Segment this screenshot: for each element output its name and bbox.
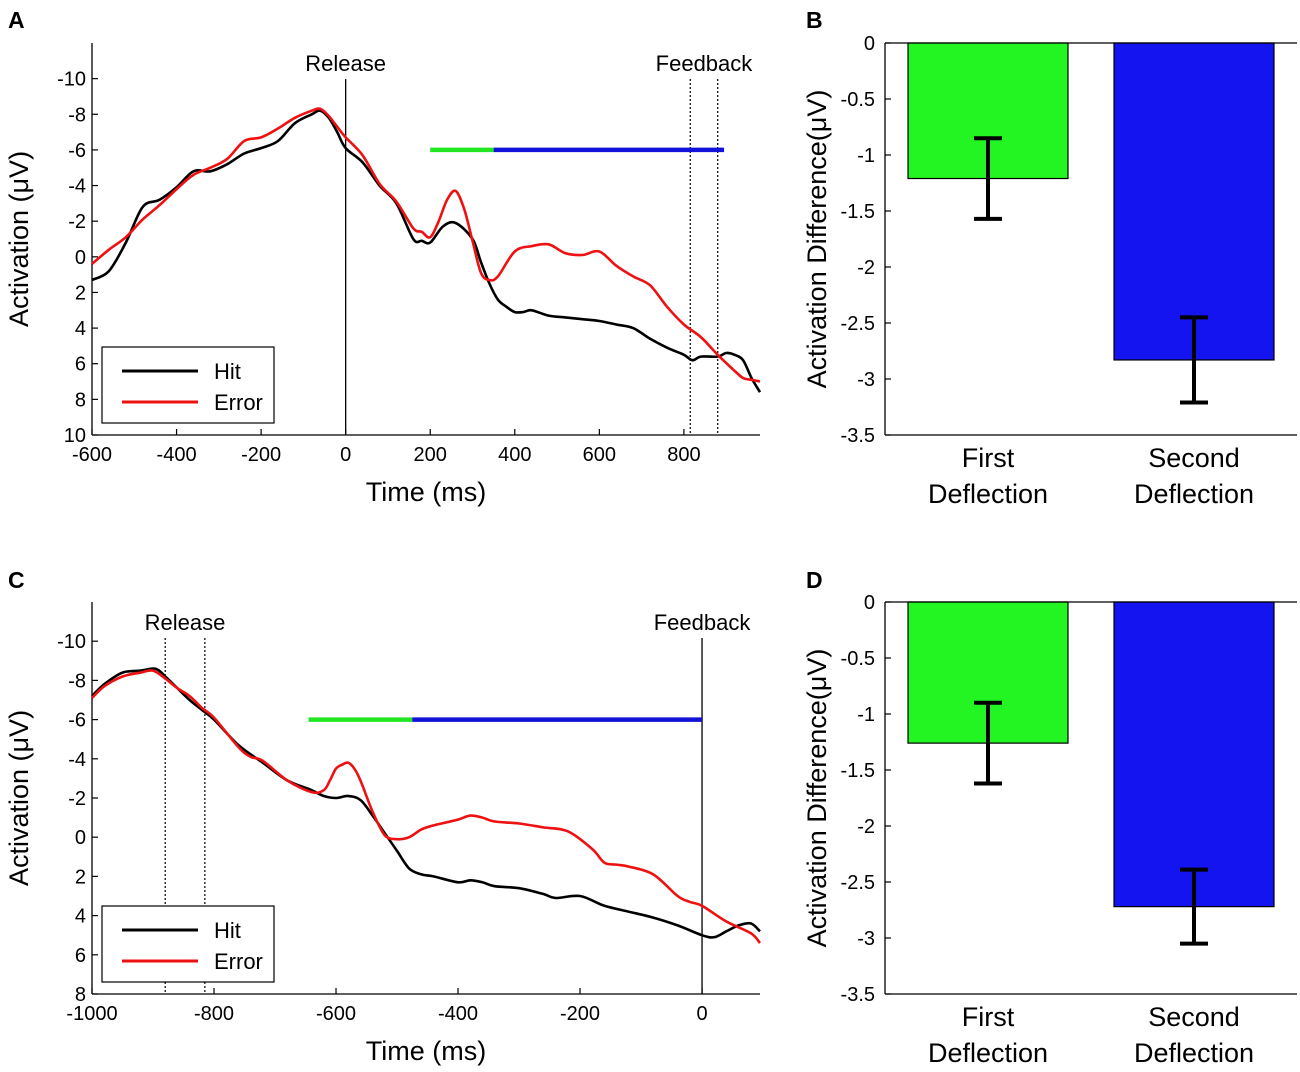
y-tick-label: -8: [68, 104, 86, 126]
legend-label: Hit: [214, 918, 241, 943]
y-tick-label: -1.5: [841, 760, 875, 782]
x-tick-label: -400: [157, 444, 197, 466]
panel-letter: B: [806, 7, 823, 33]
y-tick-label: -0.5: [841, 89, 875, 111]
legend-box: [101, 905, 275, 983]
y-tick-label: 4: [75, 318, 86, 340]
category-label: Deflection: [928, 1038, 1048, 1068]
event-annotation-label: Release: [305, 51, 386, 76]
y-tick-label: 2: [75, 282, 86, 304]
panel-letter: D: [806, 567, 823, 593]
x-tick-label: 200: [414, 444, 447, 466]
y-tick-label: -3.5: [841, 425, 875, 447]
y-tick-label: -2.5: [841, 872, 875, 894]
y-axis-label: Activation Difference(μV): [802, 90, 832, 389]
category-label: First: [962, 443, 1015, 473]
y-tick-label: -4: [68, 176, 86, 198]
y-tick-label: 2: [75, 866, 86, 888]
legend-label: Hit: [214, 359, 241, 384]
bar-second-deflection: [1113, 42, 1275, 361]
x-tick-label: -1000: [66, 1003, 117, 1025]
y-tick-label: 8: [75, 389, 86, 411]
category-label: Deflection: [1134, 1038, 1254, 1068]
panel-c: C 8 6 4 2 0 -2 -4 -6 -8 -10 -1000 -800 -600 -400 -200 0 T…: [4, 567, 762, 1066]
y-tick-label: -1.5: [841, 201, 875, 223]
y-tick-label: 0: [75, 247, 86, 269]
panel-letter: A: [8, 7, 25, 33]
x-tick-label: -600: [316, 1003, 356, 1025]
y-tick-label: -4: [68, 749, 86, 771]
event-annotation-label: Feedback: [656, 51, 754, 76]
y-axis-label: Activation (μV): [4, 151, 34, 327]
x-tick-label: -200: [241, 444, 281, 466]
series-line-error: [91, 669, 762, 944]
x-axis-label: Time (ms): [366, 477, 486, 507]
y-axis-label: Activation (μV): [4, 710, 34, 886]
y-tick-label: -2: [857, 257, 875, 279]
category-label: Second: [1148, 443, 1240, 473]
legend-label: Error: [214, 949, 263, 974]
panel-letter: C: [8, 567, 25, 593]
y-tick-label: 0: [864, 592, 875, 614]
x-tick-label: -600: [72, 444, 112, 466]
y-tick-label: -3: [857, 369, 875, 391]
y-tick-label: -2: [68, 788, 86, 810]
y-tick-label: 10: [64, 425, 86, 447]
y-tick-label: -2: [857, 816, 875, 838]
x-tick-label: 0: [340, 444, 351, 466]
x-tick-label: -200: [560, 1003, 600, 1025]
y-tick-label: -6: [68, 140, 86, 162]
category-label: First: [962, 1002, 1015, 1032]
series-line-error: [91, 107, 761, 383]
x-tick-label: -400: [438, 1003, 478, 1025]
y-tick-label: -1: [857, 704, 875, 726]
event-annotation-label: Feedback: [654, 610, 752, 635]
x-tick-label: 600: [583, 444, 616, 466]
event-annotation-label: Release: [145, 610, 226, 635]
y-tick-label: -6: [68, 710, 86, 732]
category-label: Deflection: [928, 479, 1048, 509]
panel-a: A 10 8 6 4 2 0 -2 -4 -6 -8 -10 -600 -400 -200 0 200 400 60…: [4, 7, 762, 507]
series-line-hit: [91, 109, 762, 393]
y-axis-label: Activation Difference(μV): [802, 649, 832, 948]
x-tick-label: 0: [696, 1003, 707, 1025]
y-tick-label: -2: [68, 211, 86, 233]
bar-second-deflection: [1113, 601, 1275, 908]
category-label: Deflection: [1134, 479, 1254, 509]
x-tick-label: 400: [498, 444, 531, 466]
y-tick-label: 4: [75, 906, 86, 928]
y-tick-label: -10: [57, 631, 86, 653]
panel-b: B First Deflection Second Deflection 0 -0.5 -1 -…: [802, 7, 1297, 509]
x-tick-label: -800: [194, 1003, 234, 1025]
legend-label: Error: [214, 390, 263, 415]
y-tick-label: 8: [75, 984, 86, 1006]
legend-box: [101, 346, 275, 424]
y-tick-label: -10: [57, 69, 86, 91]
y-tick-label: -8: [68, 670, 86, 692]
y-tick-label: -3.5: [841, 984, 875, 1006]
x-axis-label: Time (ms): [366, 1036, 486, 1066]
category-label: Second: [1148, 1002, 1240, 1032]
y-tick-label: -1: [857, 145, 875, 167]
y-tick-label: 0: [75, 827, 86, 849]
x-tick-label: 800: [667, 444, 700, 466]
y-tick-label: -3: [857, 928, 875, 950]
y-tick-label: -0.5: [841, 648, 875, 670]
y-tick-label: 6: [75, 945, 86, 967]
panel-d: D First Deflection Second Deflection 0 -0.5 -1 -…: [802, 567, 1297, 1068]
y-tick-label: -2.5: [841, 313, 875, 335]
y-tick-label: 6: [75, 354, 86, 376]
y-tick-label: 0: [864, 33, 875, 55]
